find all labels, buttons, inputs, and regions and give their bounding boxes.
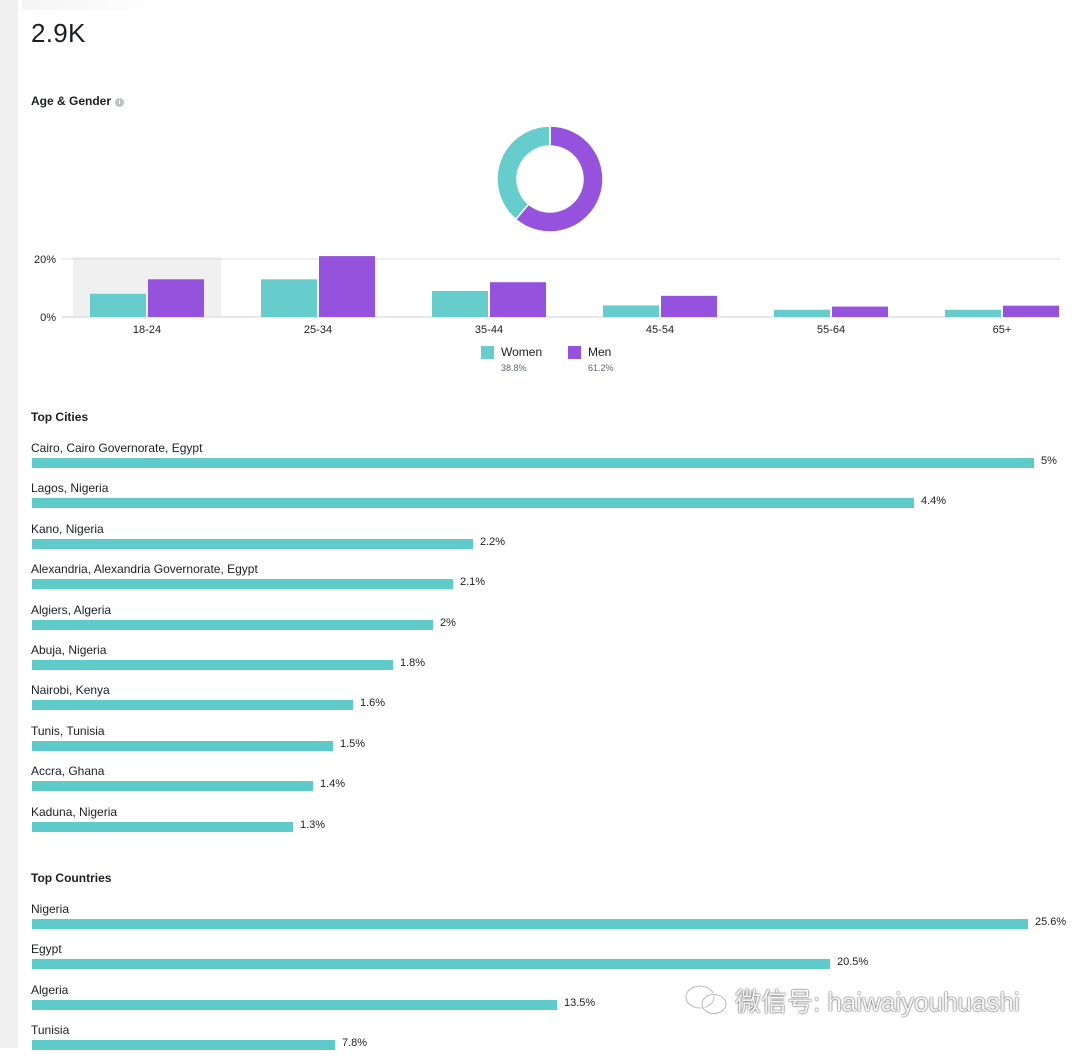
city-name: Abuja, Nigeria (31, 643, 107, 657)
x-tick-label: 45-54 (646, 324, 674, 336)
legend-men-percent: 61.2% (588, 363, 614, 373)
left-rail (0, 0, 18, 1048)
city-name: Kaduna, Nigeria (31, 804, 118, 819)
city-name: Lagos, Nigeria (31, 481, 109, 496)
city-bar (32, 498, 914, 509)
city-name: Algiers, Algeria (31, 602, 112, 617)
x-tick-label: 35-44 (475, 324, 503, 336)
city-row: Algiers, Algeria 2% (31, 603, 1071, 637)
x-tick-label: 65+ (993, 324, 1012, 336)
city-row: Accra, Ghana 1.4% (31, 764, 1071, 798)
city-bar (32, 538, 473, 549)
women-swatch (481, 346, 494, 359)
country-name: Egypt (31, 942, 62, 957)
country-name: Tunisia (31, 1022, 70, 1037)
age-bar-chart: 20% 0% 18-24 25-34 35-44 45-54 55-64 65+ (34, 254, 1060, 336)
city-value: 2% (440, 616, 456, 629)
watermark-text: 微信号: haiwaiyouhuashi (735, 986, 1020, 1017)
country-name: Algeria (31, 982, 69, 997)
bar-men-65+[interactable] (1003, 305, 1059, 317)
bar-women-65+[interactable] (945, 309, 1001, 317)
city-value: 1.5% (340, 737, 366, 750)
bar-women-25-34[interactable] (261, 279, 317, 317)
bar-men-35-44[interactable] (490, 282, 546, 317)
city-row: Lagos, Nigeria 4.4% (31, 481, 1071, 515)
x-tick-label: 18-24 (133, 324, 161, 336)
city-name: Kano, Nigeria (31, 521, 104, 536)
city-value: 1.8% (400, 657, 426, 669)
city-value: 5% (1041, 455, 1057, 467)
top-fade (22, 0, 162, 10)
men-swatch (568, 346, 581, 359)
country-bar (32, 959, 830, 970)
y-tick-label: 0% (40, 312, 56, 324)
country-value: 13.5% (564, 996, 596, 1009)
legend-women-percent: 38.8% (501, 363, 527, 373)
total-followers: 2.9K (31, 18, 86, 48)
country-name: Nigeria (31, 902, 70, 916)
bar-women-55-64[interactable] (774, 309, 830, 317)
city-bar (32, 781, 313, 792)
top-cities-title: Top Cities (31, 410, 89, 424)
country-bar (32, 1039, 335, 1050)
legend-women-label: Women (501, 345, 543, 359)
bar-men-25-34[interactable] (319, 256, 375, 317)
city-bar (32, 740, 333, 751)
y-tick-label: 20% (34, 254, 56, 266)
age-gender-title-text: Age & Gender (31, 94, 112, 108)
bar-men-45-54[interactable] (661, 295, 717, 317)
city-bar (32, 821, 293, 832)
city-name: Nairobi, Kenya (31, 683, 110, 698)
city-bar (32, 700, 353, 711)
city-row: Tunis, Tunisia 1.5% (31, 724, 1071, 758)
country-row: Algeria 13.5% (31, 983, 1071, 1017)
country-row: Tunisia 7.8% (31, 1023, 1071, 1057)
city-row: Kaduna, Nigeria 1.3% (31, 805, 1071, 839)
city-bar (32, 579, 453, 590)
top-countries-title: Top Countries (31, 871, 112, 885)
bar-men-18-24[interactable] (148, 279, 204, 317)
city-value: 1.6% (360, 697, 386, 710)
city-value: 4.4% (921, 495, 947, 508)
city-bar (32, 619, 433, 630)
city-row: Cairo, Cairo Governorate, Egypt 5% (31, 441, 1071, 475)
bar-women-45-54[interactable] (603, 305, 659, 317)
country-bar (32, 999, 557, 1010)
city-value: 2.1% (460, 576, 486, 589)
country-bar (32, 919, 1028, 929)
city-value: 1.4% (320, 778, 346, 791)
watermark: 微信号: haiwaiyouhuashi (683, 980, 1020, 1020)
city-bar (32, 458, 1034, 468)
country-value: 25.6% (1035, 916, 1067, 928)
city-row: Kano, Nigeria 2.2% (31, 522, 1071, 556)
bar-women-35-44[interactable] (432, 290, 488, 317)
country-value: 7.8% (342, 1036, 368, 1049)
country-row: Egypt 20.5% (31, 942, 1071, 976)
city-value: 1.3% (300, 818, 326, 831)
legend-men-label: Men (588, 345, 612, 359)
city-name: Alexandria, Alexandria Governorate, Egyp… (31, 562, 258, 577)
donut-slice-men[interactable] (514, 125, 604, 233)
city-row: Abuja, Nigeria 1.8% (31, 643, 1071, 677)
gender-donut-chart (496, 125, 604, 233)
city-name: Cairo, Cairo Governorate, Egypt (31, 441, 203, 455)
x-tick-label: 55-64 (817, 324, 845, 336)
city-row: Alexandria, Alexandria Governorate, Egyp… (31, 562, 1071, 596)
city-name: Accra, Ghana (31, 764, 105, 779)
x-tick-label: 25-34 (304, 324, 332, 336)
city-row: Nairobi, Kenya 1.6% (31, 683, 1071, 717)
age-gender-title: Age & Gender i (31, 94, 125, 108)
city-bar (32, 660, 393, 670)
info-icon[interactable]: i (115, 98, 125, 107)
bar-men-55-64[interactable] (832, 306, 888, 317)
city-value: 2.2% (480, 535, 506, 548)
country-row: Nigeria 25.6% (31, 902, 1071, 936)
bar-women-18-24[interactable] (90, 293, 146, 317)
wechat-icon (684, 984, 728, 1015)
city-name: Tunis, Tunisia (31, 723, 105, 738)
country-value: 20.5% (837, 956, 869, 969)
donut-slice-women[interactable] (496, 125, 551, 221)
